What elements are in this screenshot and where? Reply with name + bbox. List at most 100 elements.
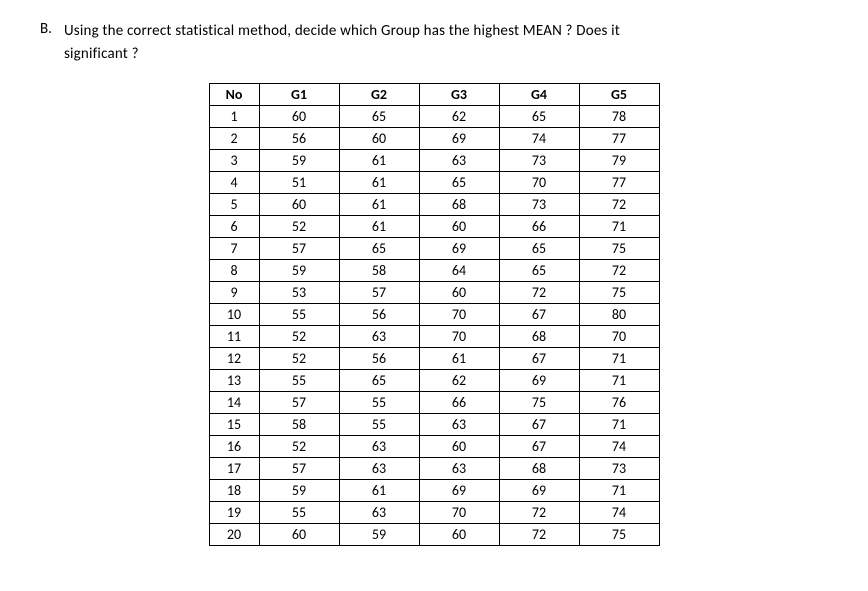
col-header-no: No — [209, 84, 259, 106]
table-cell: 65 — [339, 370, 419, 392]
table-cell: 20 — [209, 524, 259, 546]
table-cell: 63 — [339, 326, 419, 348]
table-cell: 12 — [209, 348, 259, 370]
table-cell: 67 — [499, 436, 579, 458]
question-block: B. Using the correct statistical method,… — [40, 20, 828, 65]
table-cell: 55 — [259, 370, 339, 392]
table-cell: 76 — [579, 392, 659, 414]
question-line-2: significant ? — [64, 45, 139, 63]
table-cell: 65 — [499, 260, 579, 282]
table-cell: 72 — [579, 260, 659, 282]
table-cell: 73 — [499, 194, 579, 216]
table-row: 95357607275 — [209, 282, 659, 304]
table-cell: 59 — [259, 150, 339, 172]
table-cell: 74 — [499, 128, 579, 150]
col-header-g3: G3 — [419, 84, 499, 106]
table-cell: 55 — [339, 392, 419, 414]
table-cell: 63 — [419, 458, 499, 480]
table-cell: 52 — [259, 216, 339, 238]
table-cell: 56 — [339, 348, 419, 370]
table-row: 65261606671 — [209, 216, 659, 238]
table-cell: 65 — [499, 106, 579, 128]
table-cell: 3 — [209, 150, 259, 172]
table-cell: 62 — [419, 370, 499, 392]
table-cell: 60 — [259, 524, 339, 546]
table-cell: 69 — [419, 238, 499, 260]
table-cell: 4 — [209, 172, 259, 194]
table-row: 175763636873 — [209, 458, 659, 480]
table-head: No G1 G2 G3 G4 G5 — [209, 84, 659, 106]
table-cell: 71 — [579, 480, 659, 502]
table-cell: 56 — [259, 128, 339, 150]
table-cell: 65 — [499, 238, 579, 260]
table-cell: 51 — [259, 172, 339, 194]
table-cell: 61 — [339, 194, 419, 216]
table-cell: 61 — [339, 150, 419, 172]
table-cell: 75 — [579, 282, 659, 304]
table-cell: 14 — [209, 392, 259, 414]
table-cell: 61 — [419, 348, 499, 370]
table-cell: 71 — [579, 348, 659, 370]
table-cell: 62 — [419, 106, 499, 128]
table-cell: 59 — [259, 480, 339, 502]
table-row: 165263606774 — [209, 436, 659, 458]
table-cell: 53 — [259, 282, 339, 304]
table-cell: 63 — [339, 458, 419, 480]
data-table: No G1 G2 G3 G4 G5 1606562657825660697477… — [209, 83, 660, 546]
table-cell: 57 — [259, 238, 339, 260]
table-row: 155855636771 — [209, 414, 659, 436]
table-cell: 6 — [209, 216, 259, 238]
table-row: 185961696971 — [209, 480, 659, 502]
table-cell: 11 — [209, 326, 259, 348]
table-cell: 16 — [209, 436, 259, 458]
table-cell: 15 — [209, 414, 259, 436]
table-row: 16065626578 — [209, 106, 659, 128]
table-cell: 70 — [419, 326, 499, 348]
table-cell: 52 — [259, 348, 339, 370]
table-cell: 60 — [419, 282, 499, 304]
table-cell: 69 — [499, 370, 579, 392]
table-cell: 66 — [419, 392, 499, 414]
table-cell: 7 — [209, 238, 259, 260]
table-cell: 56 — [339, 304, 419, 326]
table-row: 115263706870 — [209, 326, 659, 348]
question-line-1: Using the correct statistical method, de… — [64, 22, 620, 40]
table-cell: 63 — [339, 436, 419, 458]
table-cell: 65 — [339, 238, 419, 260]
table-cell: 70 — [419, 502, 499, 524]
question-text: Using the correct statistical method, de… — [64, 20, 620, 65]
table-row: 145755667576 — [209, 392, 659, 414]
table-cell: 72 — [499, 502, 579, 524]
table-cell: 69 — [419, 480, 499, 502]
col-header-g4: G4 — [499, 84, 579, 106]
table-cell: 55 — [339, 414, 419, 436]
table-cell: 70 — [419, 304, 499, 326]
table-cell: 69 — [499, 480, 579, 502]
table-cell: 72 — [579, 194, 659, 216]
table-row: 206059607275 — [209, 524, 659, 546]
col-header-g2: G2 — [339, 84, 419, 106]
table-row: 56061687372 — [209, 194, 659, 216]
col-header-g1: G1 — [259, 84, 339, 106]
table-cell: 61 — [339, 216, 419, 238]
table-row: 85958646572 — [209, 260, 659, 282]
table-cell: 59 — [259, 260, 339, 282]
table-cell: 80 — [579, 304, 659, 326]
table-cell: 60 — [419, 216, 499, 238]
table-cell: 61 — [339, 172, 419, 194]
table-cell: 72 — [499, 524, 579, 546]
table-cell: 71 — [579, 216, 659, 238]
table-cell: 77 — [579, 172, 659, 194]
table-cell: 67 — [499, 348, 579, 370]
table-body: 1606562657825660697477359616373794516165… — [209, 106, 659, 546]
table-cell: 74 — [579, 502, 659, 524]
table-cell: 57 — [339, 282, 419, 304]
table-cell: 64 — [419, 260, 499, 282]
table-cell: 61 — [339, 480, 419, 502]
table-row: 135565626971 — [209, 370, 659, 392]
table-cell: 60 — [419, 524, 499, 546]
table-cell: 73 — [579, 458, 659, 480]
table-cell: 59 — [339, 524, 419, 546]
table-cell: 68 — [499, 326, 579, 348]
table-cell: 71 — [579, 414, 659, 436]
